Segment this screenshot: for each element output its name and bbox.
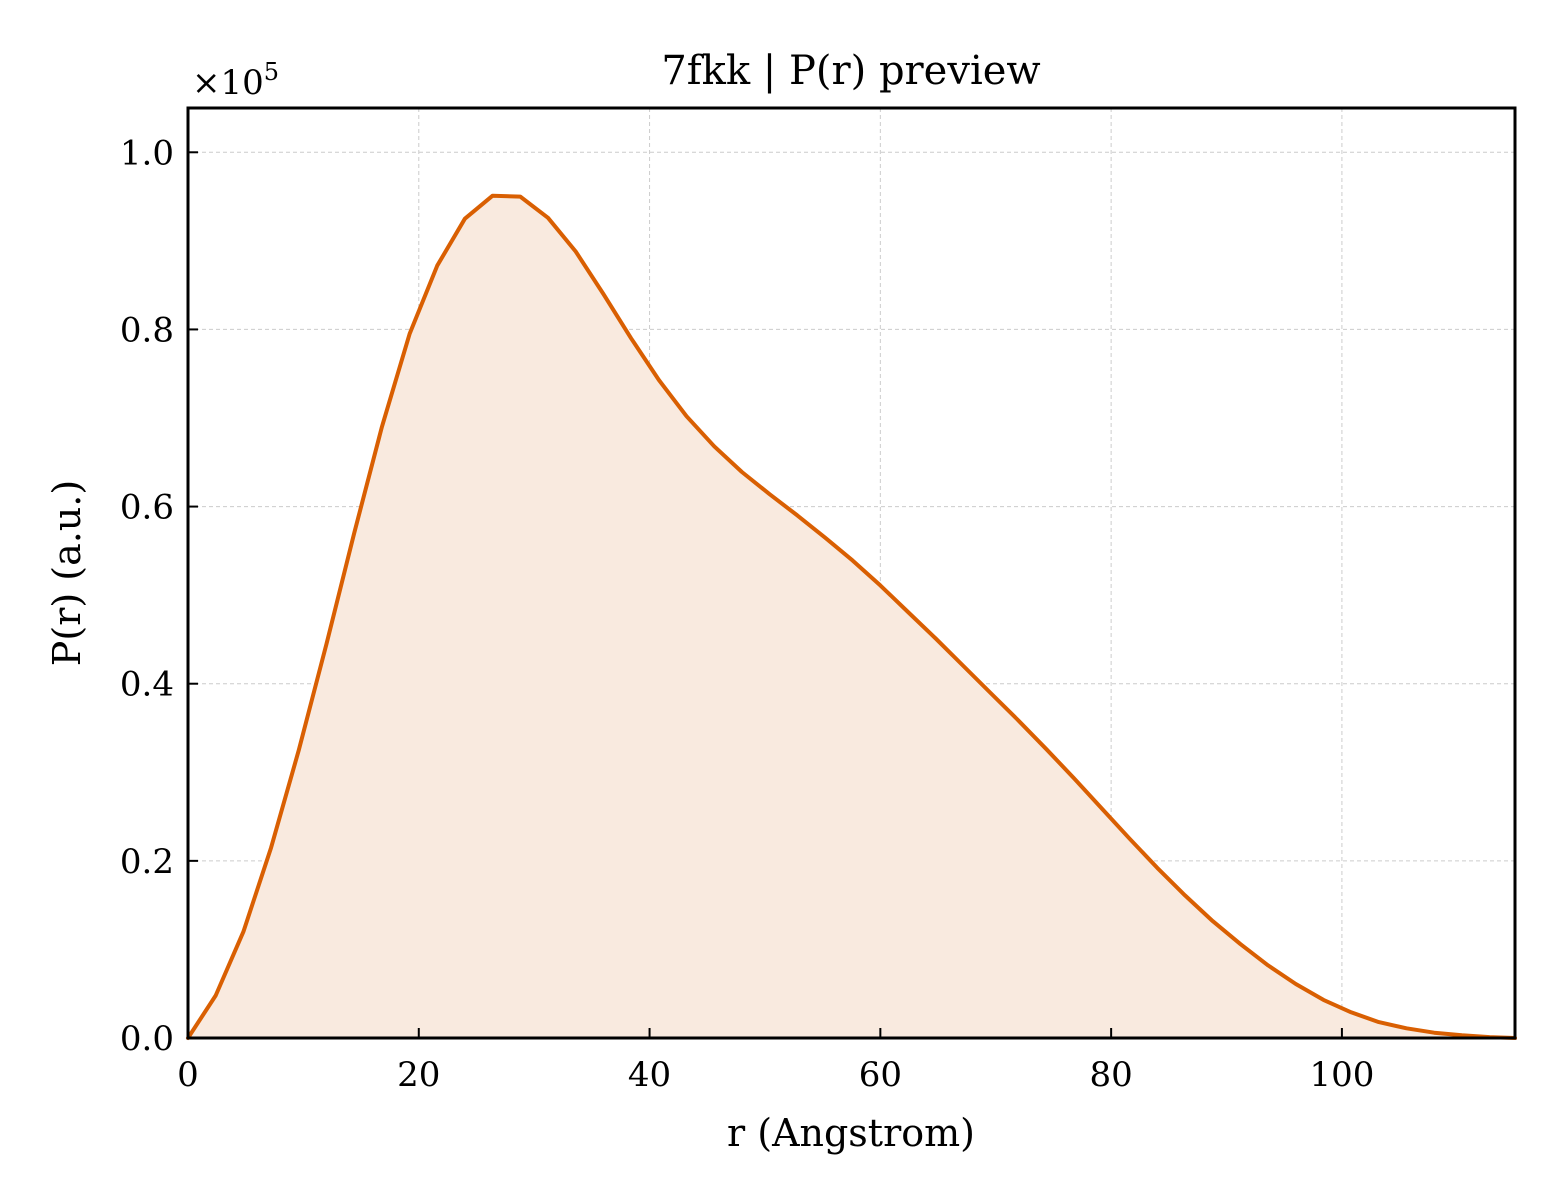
x-axis-label: r (Angstrom) <box>727 1111 975 1155</box>
chart-title: 7fkk | P(r) preview <box>661 48 1040 94</box>
y-multiplier-base: ×10 <box>192 63 264 103</box>
plot-frame <box>186 106 1517 1040</box>
x-tick-label: 80 <box>1089 1055 1132 1095</box>
pr-area-fill <box>188 195 1515 1038</box>
pr-series-line <box>186 193 1517 1040</box>
x-tick-label: 0 <box>177 1055 199 1095</box>
y-tick-label: 0.4 <box>120 665 174 705</box>
x-tick-label: 20 <box>397 1055 440 1095</box>
x-tick-label: 40 <box>628 1055 671 1095</box>
x-tick-label: 60 <box>859 1055 902 1095</box>
y-tick-label: 1.0 <box>120 133 174 173</box>
y-multiplier: ×105 <box>192 58 279 103</box>
y-tick-label: 0.8 <box>120 310 174 350</box>
y-multiplier-exponent: 5 <box>264 58 279 86</box>
axis-ticks: 0 20 40 60 80 100 0.0 0.2 0.4 0.6 0.8 1.0 <box>120 133 1374 1095</box>
y-tick-label: 0.6 <box>120 488 174 528</box>
x-tick-label: 100 <box>1309 1055 1374 1095</box>
y-tick-label: 0.2 <box>120 842 174 882</box>
y-tick-label: 0.0 <box>120 1019 174 1059</box>
y-axis-label: P(r) (a.u.) <box>45 480 89 666</box>
